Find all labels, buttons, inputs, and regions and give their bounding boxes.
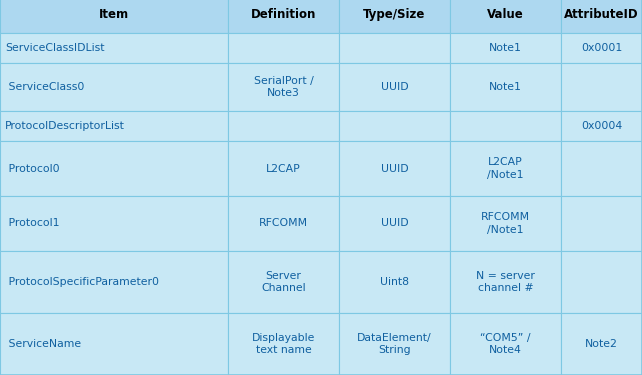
Text: L2CAP
/Note1: L2CAP /Note1 [487, 157, 524, 180]
Text: AttributeID: AttributeID [564, 8, 639, 21]
Text: Note2: Note2 [585, 339, 618, 349]
Text: “COM5” /
Note4: “COM5” / Note4 [480, 333, 531, 355]
Bar [450, 251, 561, 313]
Bar [339, 111, 450, 141]
Text: Note1: Note1 [489, 82, 522, 92]
Bar [561, 63, 642, 111]
Bar [339, 0, 450, 33]
Bar [228, 141, 339, 196]
Text: L2CAP: L2CAP [266, 164, 301, 174]
Bar [339, 141, 450, 196]
Text: ProtocolDescriptorList: ProtocolDescriptorList [5, 121, 125, 131]
Text: Note1: Note1 [489, 43, 522, 53]
Text: UUID: UUID [381, 219, 408, 228]
Bar [228, 33, 339, 63]
Bar [228, 251, 339, 313]
Bar [228, 0, 339, 33]
Bar [0, 196, 228, 251]
Text: RFCOMM
/Note1: RFCOMM /Note1 [481, 212, 530, 235]
Bar [450, 0, 561, 33]
Bar [228, 111, 339, 141]
Bar [0, 141, 228, 196]
Bar [450, 33, 561, 63]
Text: Definition: Definition [251, 8, 317, 21]
Text: UUID: UUID [381, 164, 408, 174]
Bar [0, 313, 228, 375]
Text: Protocol0: Protocol0 [5, 164, 60, 174]
Text: Item: Item [99, 8, 129, 21]
Text: 0x0004: 0x0004 [581, 121, 622, 131]
Text: ServiceName: ServiceName [5, 339, 81, 349]
Bar [339, 63, 450, 111]
Bar [561, 33, 642, 63]
Text: ServiceClass0: ServiceClass0 [5, 82, 84, 92]
Bar [0, 251, 228, 313]
Text: Protocol1: Protocol1 [5, 219, 60, 228]
Bar [561, 0, 642, 33]
Bar [561, 313, 642, 375]
Text: 0x0001: 0x0001 [581, 43, 622, 53]
Text: UUID: UUID [381, 82, 408, 92]
Bar [450, 196, 561, 251]
Text: Server
Channel: Server Channel [261, 271, 306, 293]
Text: N = server
channel #: N = server channel # [476, 271, 535, 293]
Bar [339, 251, 450, 313]
Bar [228, 63, 339, 111]
Bar [561, 251, 642, 313]
Bar [339, 33, 450, 63]
Text: Uint8: Uint8 [380, 277, 409, 287]
Text: Type/Size: Type/Size [363, 8, 426, 21]
Text: DataElement/
String: DataElement/ String [357, 333, 432, 355]
Bar [561, 141, 642, 196]
Text: ProtocolSpecificParameter0: ProtocolSpecificParameter0 [5, 277, 159, 287]
Bar [0, 111, 228, 141]
Bar [339, 313, 450, 375]
Bar [450, 141, 561, 196]
Bar [0, 0, 228, 33]
Bar [450, 313, 561, 375]
Text: SerialPort /
Note3: SerialPort / Note3 [254, 76, 313, 98]
Text: Displayable
text name: Displayable text name [252, 333, 315, 355]
Bar [450, 111, 561, 141]
Text: Value: Value [487, 8, 524, 21]
Bar [0, 33, 228, 63]
Bar [0, 63, 228, 111]
Bar [561, 111, 642, 141]
Bar [228, 313, 339, 375]
Bar [339, 196, 450, 251]
Text: RFCOMM: RFCOMM [259, 219, 308, 228]
Bar [228, 196, 339, 251]
Bar [450, 63, 561, 111]
Bar [561, 196, 642, 251]
Text: ServiceClassIDList: ServiceClassIDList [5, 43, 105, 53]
